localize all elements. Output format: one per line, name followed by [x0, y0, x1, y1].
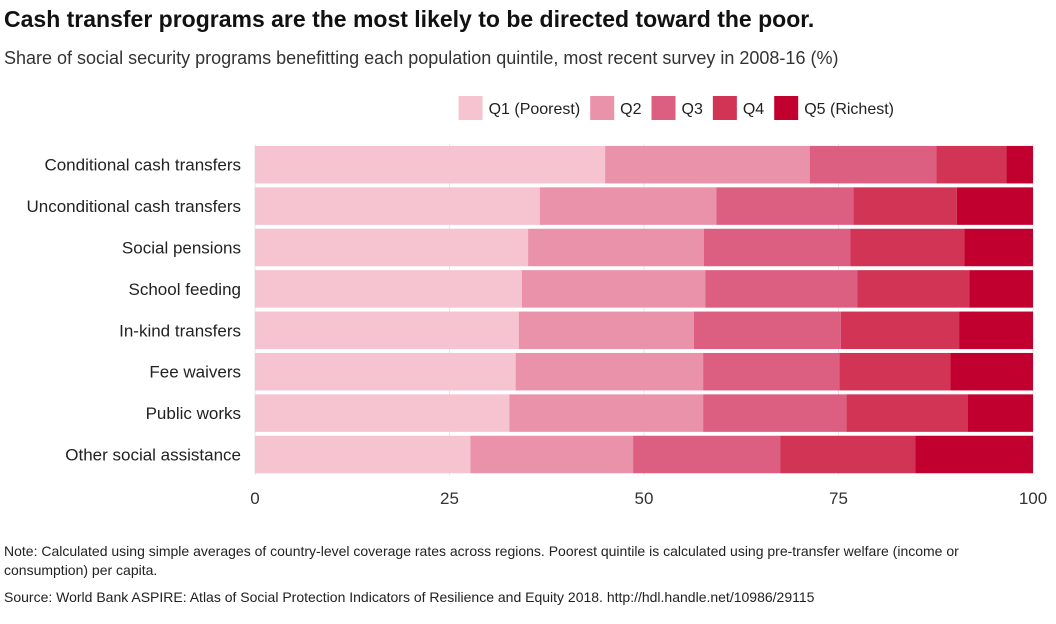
x-tick-label: 25 [440, 489, 459, 508]
bar-segment-q2 [605, 145, 810, 184]
legend-item-q4: Q4 [712, 96, 764, 120]
bar-segment-q1 [255, 435, 471, 474]
legend-swatch [590, 96, 615, 120]
chart-source: Source: World Bank ASPIRE: Atlas of Soci… [4, 589, 815, 605]
bar-segment-q5 [915, 435, 1033, 474]
legend-swatch [712, 96, 737, 120]
bar-segment-q2 [539, 187, 717, 225]
x-tick-label: 75 [829, 489, 848, 508]
x-tick-label: 100 [1019, 489, 1047, 508]
category-label: Public works [146, 404, 241, 423]
bar-segment-q3 [703, 228, 851, 267]
legend-label: Q4 [743, 101, 764, 118]
bars [255, 145, 1033, 474]
bar-segment-q2 [509, 394, 704, 432]
bar-segment-q3 [705, 270, 858, 308]
legend-label: Q5 (Richest) [804, 101, 894, 118]
x-tick-label: 0 [250, 489, 259, 508]
bar-segment-q3 [703, 352, 840, 391]
x-axis-ticks: 0 25 50 75 100 [250, 489, 1047, 508]
bar-segment-q4 [853, 187, 957, 225]
bar-segment-q5 [950, 352, 1033, 391]
bar-segment-q3 [633, 435, 781, 474]
category-label: Other social assistance [65, 446, 241, 465]
bar-segment-q2 [518, 311, 694, 350]
bar-row [255, 352, 1033, 391]
legend-label: Q1 (Poorest) [489, 101, 581, 118]
chart-title: Cash transfer programs are the most like… [4, 6, 815, 32]
legend-swatch [651, 96, 676, 120]
bar-segment-q4 [857, 270, 970, 308]
legend-swatch [458, 96, 483, 120]
legend-label: Q3 [682, 101, 703, 118]
bar-segment-q1 [255, 187, 540, 225]
bar-segment-q1 [255, 228, 529, 267]
bar-row [255, 228, 1033, 267]
x-tick-label: 50 [635, 489, 654, 508]
bar-row [255, 187, 1033, 225]
bar-segment-q4 [840, 311, 960, 350]
bar-segment-q5 [1006, 145, 1033, 184]
bar-segment-q2 [470, 435, 634, 474]
bar-row [255, 435, 1033, 474]
legend-swatch [774, 96, 799, 120]
bar-segment-q3 [809, 145, 937, 184]
category-label: School feeding [129, 280, 241, 299]
bar-segment-q1 [255, 145, 606, 184]
bar-segment-q3 [693, 311, 841, 350]
bar-segment-q3 [703, 394, 847, 432]
bar-segment-q5 [964, 228, 1033, 267]
bar-segment-q3 [716, 187, 854, 225]
bar-segment-q4 [936, 145, 1007, 184]
category-label: Unconditional cash transfers [26, 197, 241, 216]
legend-item-q2: Q2 [590, 96, 642, 120]
bar-segment-q2 [515, 352, 704, 391]
category-labels: Conditional cash transfers Unconditional … [26, 156, 241, 465]
bar-segment-q5 [969, 270, 1033, 308]
bar-segment-q4 [780, 435, 916, 474]
legend: Q1 (Poorest) Q2 Q3 Q4 Q5 (Richest) [458, 96, 894, 120]
legend-item-q3: Q3 [651, 96, 703, 120]
category-label: In-kind transfers [119, 321, 241, 340]
category-label: Fee waivers [149, 363, 241, 382]
chart-note: Note: Calculated using simple averages o… [4, 543, 959, 578]
stacked-bar-chart: Q1 (Poorest) Q2 Q3 Q4 Q5 (Richest) Condition… [26, 96, 1047, 508]
legend-label: Q2 [620, 101, 641, 118]
bar-row [255, 270, 1033, 308]
legend-item-q5: Q5 (Richest) [774, 96, 894, 120]
bar-segment-q1 [255, 394, 510, 432]
category-label: Social pensions [122, 239, 241, 258]
bar-segment-q4 [850, 228, 965, 267]
category-label: Conditional cash transfers [44, 156, 241, 175]
legend-item-q1: Q1 (Poorest) [458, 96, 581, 120]
bar-segment-q5 [967, 394, 1033, 432]
bar-segment-q4 [846, 394, 968, 432]
bar-row [255, 394, 1033, 432]
bar-segment-q5 [956, 187, 1033, 225]
bar-segment-q5 [959, 311, 1033, 350]
bar-segment-q4 [839, 352, 951, 391]
bar-segment-q1 [255, 352, 516, 391]
bar-row [255, 311, 1033, 350]
bar-segment-q2 [528, 228, 704, 267]
chart-subtitle: Share of social security programs benefi… [4, 48, 839, 68]
bar-row [255, 145, 1033, 184]
bar-segment-q1 [255, 270, 522, 308]
bar-segment-q2 [521, 270, 706, 308]
bar-segment-q1 [255, 311, 519, 350]
